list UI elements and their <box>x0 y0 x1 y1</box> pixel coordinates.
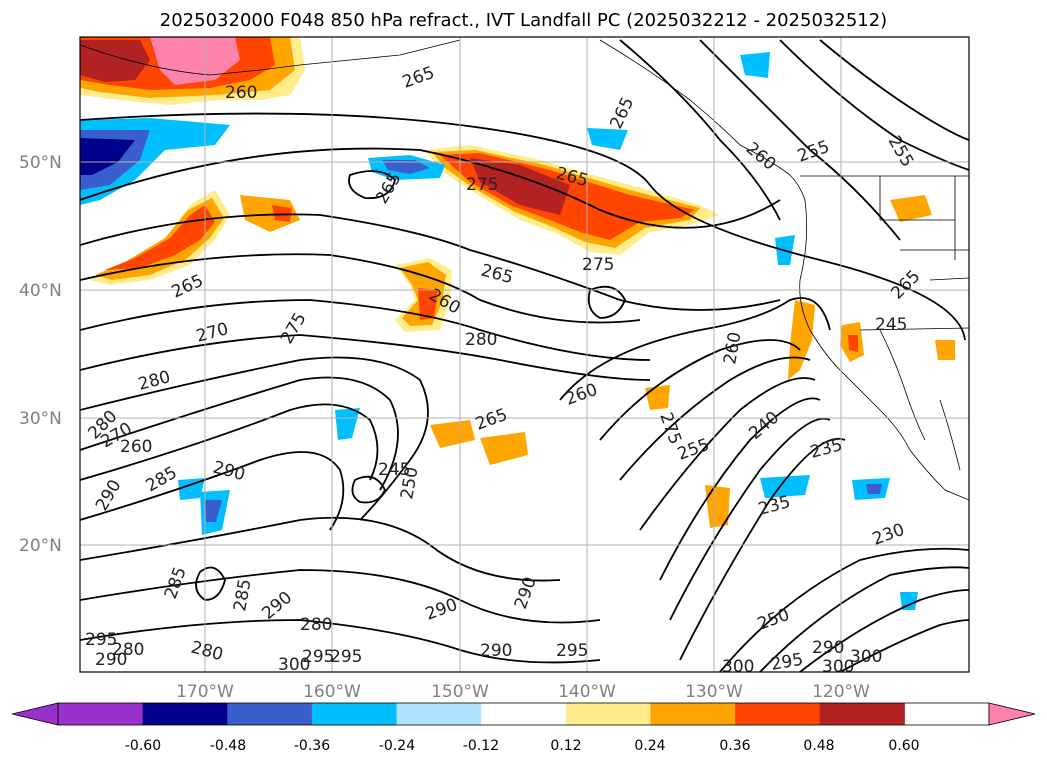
contour-label: 280 <box>300 615 332 635</box>
contour-label: 275 <box>582 255 614 275</box>
contour-label: 290 <box>812 638 844 658</box>
colorbar-extend-right <box>988 702 1036 726</box>
border-us-mexico <box>859 327 969 331</box>
colorbar-tick-label: -0.24 <box>379 738 415 754</box>
contour-label: 300 <box>822 657 854 677</box>
coast-baja <box>879 329 961 471</box>
shade-neg1b <box>382 160 430 174</box>
contour-label: 295 <box>330 647 362 667</box>
colorbar-tick-label: -0.60 <box>125 738 161 754</box>
lon-label-160w: 160°W <box>303 682 361 702</box>
shade-c1 <box>430 420 475 448</box>
shade-coast4 <box>890 195 932 222</box>
lon-label-140w: 140°W <box>558 682 616 702</box>
lat-label-30n: 30°N <box>19 409 62 429</box>
shaded-fields <box>80 37 955 610</box>
contour-label: 275 <box>466 175 498 195</box>
contour-label: 280 <box>112 640 144 660</box>
lat-label-20n: 20°N <box>19 536 62 556</box>
shade-coast2r <box>848 335 858 352</box>
shade-band-ne-d <box>470 158 570 215</box>
lon-label-170w: 170°W <box>176 682 234 702</box>
colorbar-segment <box>819 703 905 725</box>
colorbar-segment <box>142 703 228 725</box>
lon-label-150w: 150°W <box>431 682 489 702</box>
map-frame <box>79 36 970 673</box>
shade-blob-nw-pink <box>150 37 240 85</box>
colorbar-tick-label: 0.48 <box>803 738 834 754</box>
lon-label-130w: 130°W <box>685 682 743 702</box>
map-panel: 260 265 265 260 255 255 265 275 265 265 … <box>79 36 970 677</box>
shade-neg2 <box>178 478 205 500</box>
colorbar-segment <box>58 703 144 725</box>
lat-axis-labels: 50°N 40°N 30°N 20°N <box>19 153 62 556</box>
map-background <box>80 37 969 672</box>
shade-w2r <box>272 205 292 222</box>
colorbar: -0.60 -0.48 -0.36 -0.24 -0.12 0.12 0.24 … <box>11 702 1036 754</box>
colorbar-tick-label: 0.12 <box>550 738 581 754</box>
colorbar-tick-label: 0.36 <box>719 738 750 754</box>
coastlines <box>80 39 969 501</box>
contour-lines <box>80 39 969 672</box>
colorbar-ticks: -0.60 -0.48 -0.36 -0.24 -0.12 0.12 0.24 … <box>125 738 920 754</box>
contour-label: 300 <box>722 657 754 677</box>
contour-label: 295 <box>556 641 588 661</box>
shade-neg4 <box>335 408 360 440</box>
contour-label: 295 <box>769 650 804 675</box>
colorbar-tick-label: -0.48 <box>210 738 246 754</box>
shade-neg-nw-c <box>80 138 135 175</box>
shade-neg10 <box>900 592 918 610</box>
colorbar-segment <box>735 703 821 725</box>
colorbar-tick-label: 0.24 <box>634 738 665 754</box>
contour-label: 260 <box>120 437 152 457</box>
contour-label: 245 <box>378 460 410 480</box>
colorbar-segment <box>227 703 313 725</box>
shade-w2 <box>240 195 300 232</box>
coast-alaska <box>80 39 461 76</box>
lon-axis-labels: 170°W 160°W 150°W 140°W 130°W 120°W <box>176 682 870 702</box>
shade-neg9 <box>740 52 770 78</box>
contour-label: 280 <box>465 330 497 350</box>
contour-label: 245 <box>875 315 907 335</box>
lon-label-120w: 120°W <box>812 682 870 702</box>
contour-label: 290 <box>480 641 512 661</box>
shade-coast1 <box>788 300 815 380</box>
shade-blob-nw-dark <box>80 40 150 82</box>
colorbar-tick-label: 0.60 <box>888 738 919 754</box>
contour-label: 290 <box>95 650 127 670</box>
contour-label: 260 <box>225 83 257 103</box>
colorbar-segment <box>396 703 482 725</box>
contour-label: 300 <box>278 655 310 675</box>
shade-neg7 <box>587 128 628 150</box>
contour-label: 295 <box>302 647 334 667</box>
gridlines <box>80 37 969 672</box>
lat-label-50n: 50°N <box>19 153 62 173</box>
border-states <box>879 176 969 281</box>
contour-label: 295 <box>85 630 117 650</box>
colorbar-segment <box>650 703 736 725</box>
shade-neg5 <box>760 475 810 498</box>
coast-us-west <box>799 199 969 501</box>
colorbar-tick-label: -0.36 <box>294 738 330 754</box>
coast-canada-bc <box>599 39 806 201</box>
colorbar-extend-left <box>11 702 59 726</box>
shade-neg6b <box>866 484 882 494</box>
colorbar-segments <box>57 702 990 726</box>
lat-label-40n: 40°N <box>19 281 62 301</box>
contour-label: 300 <box>850 647 882 667</box>
colorbar-tick-label: -0.12 <box>463 738 499 754</box>
shade-coast3 <box>935 340 955 360</box>
shade-neg3b <box>205 500 222 522</box>
colorbar-segment <box>481 703 567 725</box>
map-title: 2025032000 F048 850 hPa refract., IVT La… <box>159 10 888 31</box>
shade-mid-r <box>418 288 438 320</box>
colorbar-segment <box>565 703 651 725</box>
shade-c2 <box>480 432 528 465</box>
shade-c4 <box>705 485 730 528</box>
colorbar-segment <box>311 703 398 725</box>
